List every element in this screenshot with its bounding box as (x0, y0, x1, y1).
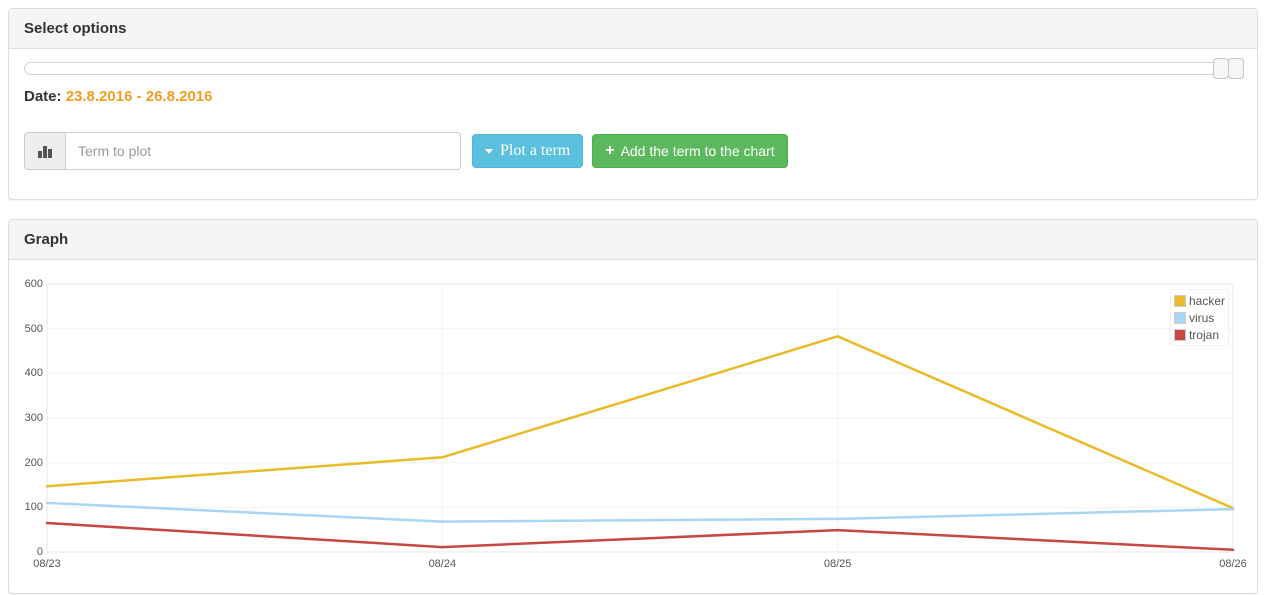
term-input-group (24, 132, 461, 170)
add-term-button[interactable]: + Add the term to the chart (592, 134, 788, 168)
date-label: Date: (24, 88, 62, 105)
select-options-panel-title: Select options (9, 9, 1257, 49)
slider-handle-right[interactable] (1228, 58, 1244, 79)
y-tick-label: 500 (24, 322, 43, 335)
legend-item: virus (1173, 309, 1225, 326)
series-line-virus (45, 501, 1235, 523)
plot-term-button[interactable]: Plot a term (472, 134, 584, 168)
legend-swatch-hacker (1173, 294, 1186, 307)
legend-swatch-virus (1173, 311, 1186, 324)
term-row: Plot a term + Add the term to the chart (24, 132, 1242, 170)
legend-label: virus (1188, 310, 1215, 325)
y-tick-label: 400 (24, 367, 43, 380)
add-term-button-label: Add the term to the chart (620, 143, 775, 159)
x-tick-label: 08/25 (823, 558, 852, 570)
legend-swatch-trojan (1173, 328, 1186, 341)
date-range-value: 23.8.2016 - 26.8.2016 (65, 88, 213, 105)
y-tick-label: 100 (24, 501, 43, 514)
term-input[interactable] (65, 132, 461, 170)
bar-chart-icon (24, 132, 65, 170)
date-line: Date: 23.8.2016 - 26.8.2016 (24, 88, 1242, 105)
y-tick-label: 200 (24, 456, 43, 469)
select-options-panel-body: Date: 23.8.2016 - 26.8.2016 Plot a term (9, 49, 1257, 199)
select-options-panel: Select options Date: 23.8.2016 - 26.8.20… (8, 8, 1258, 200)
plot-term-button-label: Plot a term (500, 142, 571, 159)
chart-legend: hacker virus trojan (1169, 289, 1229, 346)
slider-handle-left[interactable] (1213, 58, 1229, 79)
caret-down-icon (485, 148, 493, 154)
y-tick-label: 0 (36, 546, 43, 558)
x-tick-label: 08/24 (428, 558, 457, 570)
date-range-slider[interactable] (24, 58, 1244, 79)
x-tick-label: 08/23 (33, 558, 61, 570)
series-line-trojan (45, 521, 1235, 552)
y-tick-label: 600 (24, 278, 43, 290)
graph-panel: Graph 0 100 200 300 400 500 600 08/23 08/24 08/2… (8, 219, 1258, 594)
x-tick-label: 08/26 (1219, 558, 1247, 570)
legend-label: hacker (1188, 293, 1225, 308)
legend-item: trojan (1173, 326, 1225, 343)
legend-label: trojan (1188, 327, 1219, 342)
legend-item: hacker (1173, 292, 1225, 309)
graph-panel-title: Graph (9, 220, 1257, 260)
graph-panel-body: 0 100 200 300 400 500 600 08/23 08/24 08/25 08/26… (9, 260, 1257, 593)
series-line-hacker (45, 335, 1235, 510)
plus-icon: + (605, 142, 615, 159)
line-chart: 0 100 200 300 400 500 600 08/23 08/24 08/25 08/26… (24, 275, 1247, 575)
y-tick-label: 300 (24, 412, 43, 424)
